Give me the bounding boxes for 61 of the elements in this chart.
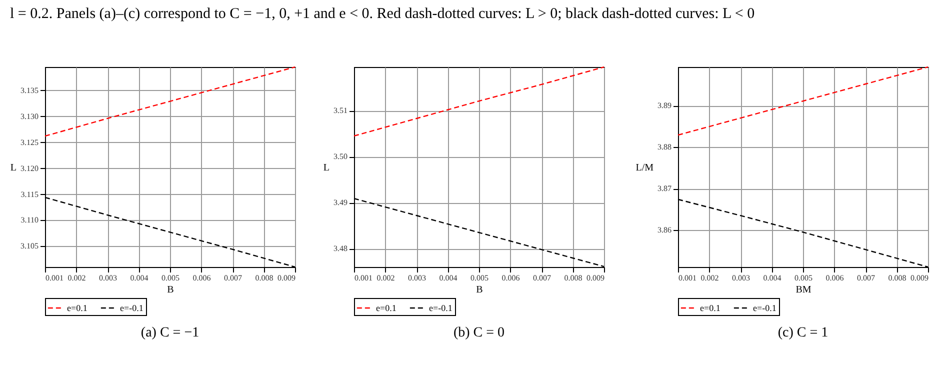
legend-label: e=0.1 [67,303,88,313]
x-tick-label: 0.001 [678,274,696,282]
y-axis-title: L/M [635,162,654,174]
x-tick-label: 0.002 [68,274,86,282]
legend-label: e=0.1 [700,303,720,313]
x-tick-label: 0.005 [470,274,488,282]
x-tick-label: 0.003 [732,274,750,282]
y-tick-label: 3.86 [657,226,672,235]
x-axis-title: BM [795,284,812,296]
x-tick-label: 0.008 [256,274,274,282]
x-tick-label: 0.007 [224,274,242,282]
x-tick-label: 0.009 [278,274,296,282]
y-tick-label: 3.89 [657,101,672,110]
legend-label: e=0.1 [376,303,396,313]
x-tick-label: 0.009 [586,274,604,282]
y-tick-label: 3.115 [21,190,39,199]
x-tick-label: 0.009 [910,274,928,282]
x-tick-label: 0.001 [46,274,64,282]
x-tick-label: 0.002 [376,274,395,282]
y-tick-label: 3.120 [20,164,39,173]
x-tick-label: 0.002 [700,274,718,282]
x-tick-label: 0.005 [794,274,812,282]
x-tick-label: 0.008 [888,274,906,282]
x-tick-label: 0.004 [762,274,781,282]
text: l = 0.2. Panels (a)–(c) correspond to C = −1, 0, +1 and e < 0. Red dash-dotted curves: L > 0; black dash-dotted curves: L < 0 [10,5,756,24]
line-series [353,66,605,137]
y-tick-label: 3.105 [20,242,39,251]
x-axis-title: B [476,284,484,296]
x-tick-label: 0.007 [532,274,551,282]
x-tick-label: 0.004 [439,274,458,282]
y-axis-title: L [323,162,330,174]
line-series [44,66,296,137]
x-tick-label: 0.008 [564,274,582,282]
x-tick-label: 0.003 [99,274,118,282]
text: (b) C = 0 [453,326,505,340]
x-tick-label: 0.007 [856,274,875,282]
y-tick-label: 3.130 [20,112,39,121]
line-series [677,66,928,136]
legend-label: e=-0.1 [428,303,452,313]
x-tick-label: 0.006 [825,274,844,282]
y-tick-label: 3.125 [20,138,39,147]
y-tick-label: 3.88 [657,142,672,152]
legend-label: e=-0.1 [752,303,776,313]
text: (a) C = −1 [141,326,200,340]
y-axis-title: L [10,162,17,174]
y-tick-label: 3.50 [333,152,348,162]
x-tick-label: 0.005 [162,274,180,282]
y-tick-label: 3.110 [21,216,39,225]
x-tick-label: 0.004 [130,274,149,282]
x-axis-title: B [167,284,174,296]
y-tick-label: 3.51 [333,106,348,116]
x-tick-label: 0.003 [408,274,426,282]
y-tick-label: 3.49 [333,198,348,208]
legend-label: e=-0.1 [120,303,144,313]
x-tick-label: 0.006 [502,274,520,282]
y-tick-label: 3.48 [333,244,348,254]
x-tick-label: 0.001 [354,274,372,282]
y-tick-label: 3.135 [20,86,39,95]
y-tick-label: 3.87 [657,184,672,194]
x-tick-label: 0.006 [193,274,212,282]
text: (c) C = 1 [778,326,828,340]
